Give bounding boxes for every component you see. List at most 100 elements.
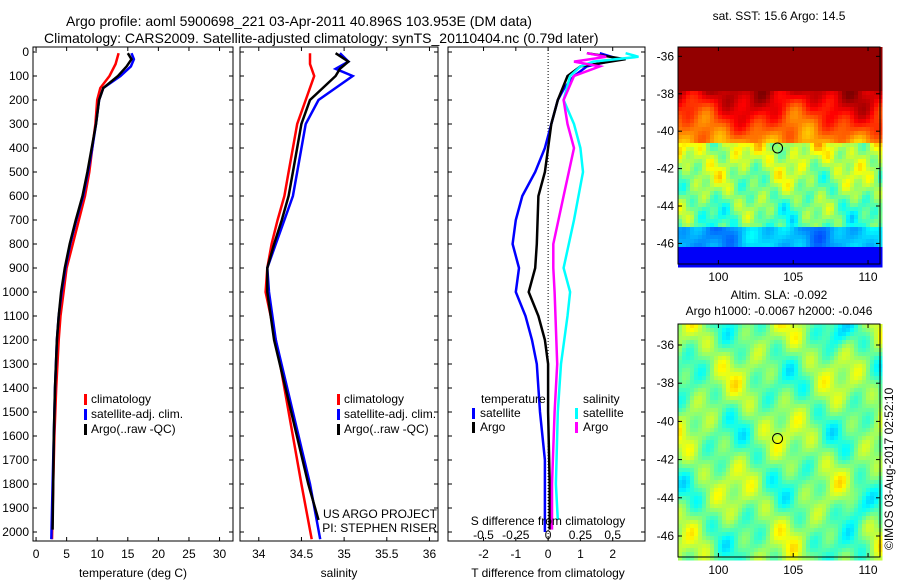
heatmap-cell — [722, 396, 727, 401]
heatmap-cell — [770, 251, 775, 256]
heatmap-cell — [714, 404, 719, 409]
heatmap-cell — [694, 332, 699, 337]
heatmap-cell — [742, 528, 747, 533]
heatmap-cell — [806, 364, 811, 369]
heatmap-cell — [734, 484, 739, 489]
heatmap-cell — [750, 468, 755, 473]
heatmap-cell — [714, 207, 719, 212]
heatmap-cell — [722, 352, 727, 357]
heatmap-cell — [686, 352, 691, 357]
heatmap-cell — [750, 372, 755, 377]
heatmap-cell — [686, 179, 691, 184]
heatmap-cell — [734, 392, 739, 397]
heatmap-cell — [782, 179, 787, 184]
heatmap-cell — [762, 392, 767, 397]
heatmap-cell — [778, 147, 783, 152]
heatmap-cell — [750, 392, 755, 397]
heatmap-cell — [698, 472, 703, 477]
heatmap-cell — [678, 223, 683, 228]
heatmap-cell — [682, 328, 687, 333]
s-tick-label: 0.25 — [569, 528, 593, 542]
heatmap-cell — [778, 324, 783, 329]
heatmap-cell — [726, 143, 731, 148]
heatmap-cell — [830, 115, 835, 120]
heatmap-cell — [734, 424, 739, 429]
heatmap-cell — [814, 59, 819, 64]
heatmap-cell — [686, 47, 691, 52]
heatmap-cell — [814, 83, 819, 88]
heatmap-cell — [722, 536, 727, 541]
heatmap-cell — [738, 520, 743, 525]
heatmap-cell — [714, 532, 719, 537]
heatmap-cell — [878, 263, 883, 268]
heatmap-cell — [706, 75, 711, 80]
heatmap-cell — [786, 171, 791, 176]
heatmap-cell — [802, 227, 807, 232]
heatmap-cell — [694, 171, 699, 176]
heatmap-cell — [738, 524, 743, 529]
heatmap-cell — [758, 384, 763, 389]
heatmap-cell — [746, 540, 751, 545]
heatmap-cell — [818, 59, 823, 64]
heatmap-cell — [738, 460, 743, 465]
heatmap-cell — [858, 235, 863, 240]
heatmap-cell — [738, 51, 743, 56]
heatmap-cell — [742, 95, 747, 100]
heatmap-cell — [782, 195, 787, 200]
heatmap-cell — [870, 131, 875, 136]
heatmap-cell — [706, 223, 711, 228]
heatmap-cell — [682, 255, 687, 260]
heatmap-cell — [814, 47, 819, 52]
heatmap-cell — [746, 420, 751, 425]
heatmap-cell — [758, 360, 763, 365]
y-tick-label: 1500 — [2, 405, 29, 419]
heatmap-cell — [798, 223, 803, 228]
heatmap-cell — [726, 91, 731, 96]
heatmap-cell — [710, 424, 715, 429]
heatmap-cell — [786, 516, 791, 521]
heatmap-cell — [786, 416, 791, 421]
heatmap-cell — [806, 83, 811, 88]
y-tick-label: 500 — [9, 165, 29, 179]
heatmap-cell — [690, 95, 695, 100]
heatmap-cell — [750, 552, 755, 557]
heatmap-cell — [686, 348, 691, 353]
heatmap-cell — [738, 59, 743, 64]
heatmap-cell — [762, 456, 767, 461]
heatmap-cell — [802, 207, 807, 212]
heatmap-cell — [762, 364, 767, 369]
heatmap-cell — [726, 408, 731, 413]
heatmap-cell — [706, 392, 711, 397]
heatmap-cell — [782, 476, 787, 481]
heatmap-cell — [694, 348, 699, 353]
heatmap-cell — [870, 219, 875, 224]
heatmap-cell — [786, 131, 791, 136]
heatmap-cell — [858, 127, 863, 132]
heatmap-cell — [770, 536, 775, 541]
heatmap-cell — [762, 336, 767, 341]
heatmap-cell — [718, 488, 723, 493]
heatmap-cell — [770, 71, 775, 76]
heatmap-cell — [686, 500, 691, 505]
heatmap-cell — [802, 404, 807, 409]
heatmap-cell — [774, 412, 779, 417]
heatmap-cell — [746, 79, 751, 84]
heatmap-cell — [754, 255, 759, 260]
heatmap-cell — [782, 488, 787, 493]
heatmap-cell — [846, 259, 851, 264]
heatmap-cell — [818, 55, 823, 60]
heatmap-cell — [686, 195, 691, 200]
heatmap-cell — [814, 147, 819, 152]
heatmap-cell — [734, 420, 739, 425]
heatmap-cell — [750, 540, 755, 545]
heatmap-cell — [730, 75, 735, 80]
heatmap-cell — [738, 243, 743, 248]
heatmap-cell — [794, 79, 799, 84]
heatmap-cell — [762, 215, 767, 220]
heatmap-cell — [682, 384, 687, 389]
heatmap-cell — [770, 171, 775, 176]
heatmap-cell — [858, 175, 863, 180]
heatmap-cell — [814, 67, 819, 72]
heatmap-cell — [790, 484, 795, 489]
